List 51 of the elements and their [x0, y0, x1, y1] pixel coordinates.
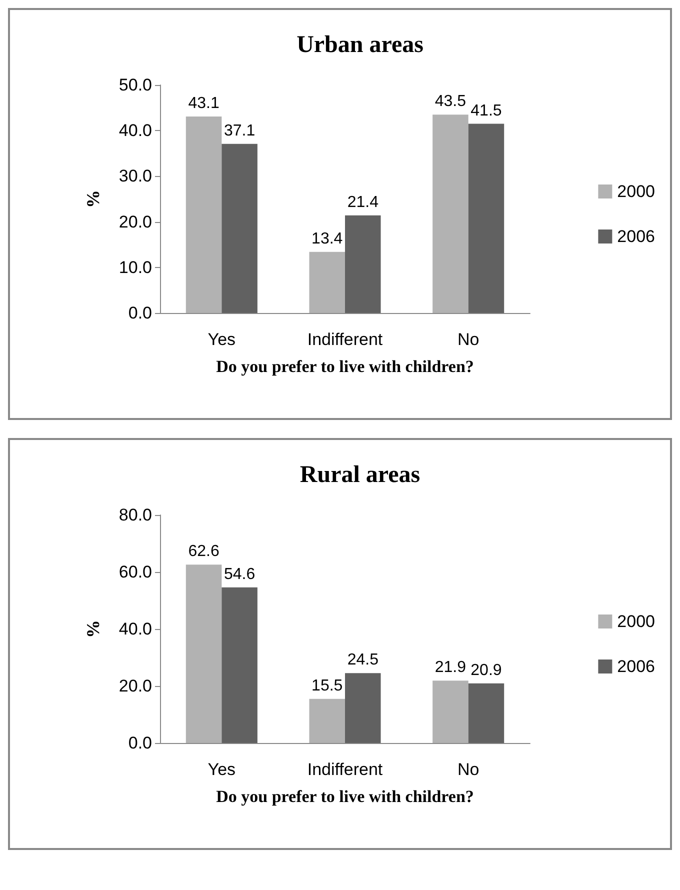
- data-label: 62.6: [188, 543, 220, 560]
- bar: [222, 144, 258, 313]
- y-axis-title: %: [83, 190, 103, 208]
- bar: [186, 116, 222, 313]
- bar: [186, 564, 222, 743]
- x-tick-label: Indifferent: [307, 330, 383, 349]
- bar: [309, 252, 345, 313]
- x-tick-label: No: [457, 760, 480, 779]
- x-axis-title: Do you prefer to live with children?: [216, 357, 474, 376]
- bar: [309, 698, 345, 743]
- data-label: 43.1: [188, 94, 220, 112]
- chart-title: Urban areas: [296, 32, 424, 58]
- y-tick-label: 50.0: [118, 76, 152, 94]
- bar: [345, 215, 381, 313]
- legend-label: 2006: [617, 227, 656, 246]
- y-tick-label: 40.0: [118, 620, 152, 638]
- data-label: 54.6: [224, 566, 256, 583]
- legend-label: 2000: [617, 612, 656, 631]
- bar: [468, 683, 504, 743]
- legend-label: 2006: [617, 657, 656, 676]
- bar: [432, 114, 468, 313]
- x-tick-label: Yes: [208, 330, 236, 349]
- data-label: 21.4: [347, 194, 379, 211]
- data-label: 24.5: [347, 652, 379, 669]
- y-tick-label: 30.0: [118, 166, 152, 186]
- legend-label: 2000: [617, 182, 656, 201]
- x-tick-label: No: [457, 330, 480, 349]
- y-tick-label: 20.0: [118, 676, 152, 696]
- y-tick-label: 10.0: [118, 258, 152, 277]
- y-tick-label: 80.0: [118, 506, 152, 524]
- chart-title: Rural areas: [300, 462, 420, 488]
- bar: [222, 587, 258, 743]
- data-label: 21.9: [434, 659, 466, 676]
- x-axis-title: Do you prefer to live with children?: [216, 787, 474, 806]
- bar: [345, 673, 381, 743]
- data-label: 37.1: [224, 122, 256, 140]
- x-tick-label: Indifferent: [307, 760, 383, 779]
- data-label: 20.9: [470, 662, 502, 679]
- bar: [468, 124, 504, 313]
- y-axis-title: %: [83, 620, 103, 638]
- data-label: 15.5: [312, 677, 343, 694]
- y-tick-label: 0.0: [128, 734, 152, 752]
- x-tick-label: Yes: [208, 760, 236, 779]
- y-tick-label: 0.0: [128, 304, 152, 322]
- data-label: 41.5: [470, 102, 502, 120]
- y-tick-label: 20.0: [118, 212, 152, 232]
- bar: [432, 680, 468, 743]
- data-label: 13.4: [312, 230, 343, 248]
- data-label: 43.5: [434, 93, 466, 110]
- y-tick-label: 40.0: [118, 121, 152, 140]
- y-tick-label: 60.0: [118, 562, 152, 582]
